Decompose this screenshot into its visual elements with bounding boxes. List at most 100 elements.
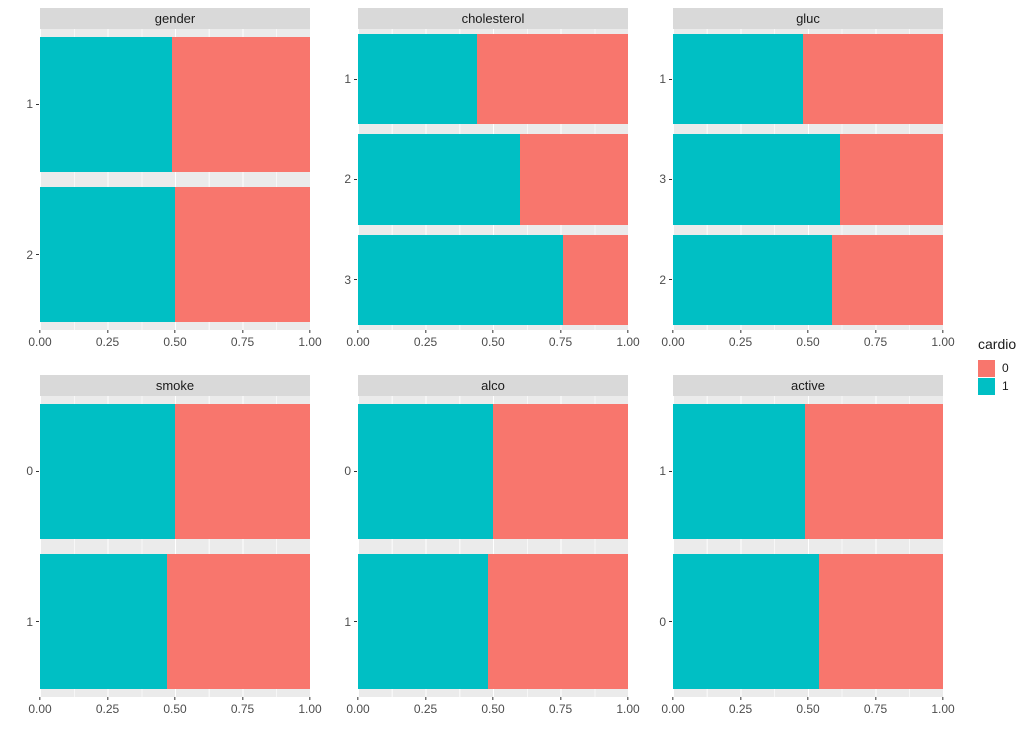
- x-tick-mark: [739, 697, 741, 700]
- y-axis-label: 2: [659, 230, 673, 330]
- x-tick: 0.75: [864, 330, 887, 349]
- x-tick-mark: [241, 330, 243, 333]
- y-tick-label: 1: [26, 614, 33, 629]
- facet-smoke: smoke 0 1 0.00 0.25 0.50 0: [0, 375, 322, 721]
- x-tick: 1.00: [931, 697, 955, 716]
- x-axis: 0.00 0.25 0.50 0.75 1.00: [28, 330, 322, 354]
- x-tick-mark: [672, 330, 674, 333]
- x-tick-mark: [559, 697, 561, 700]
- y-tick-mark: [354, 621, 357, 623]
- plot-panel: 1 2: [26, 29, 310, 331]
- bar-segment-cardio-1: [40, 36, 173, 172]
- bar-segment-cardio-1: [358, 134, 520, 225]
- bar-row: 0: [26, 396, 310, 547]
- bar-segment-cardio-0: [520, 134, 628, 225]
- stacked-bar: [358, 554, 628, 690]
- y-tick-mark: [354, 470, 357, 472]
- x-axis: 0.00 0.25 0.50 0.75 1.00: [661, 697, 955, 721]
- bar-row: 2: [26, 180, 310, 331]
- bar-row: 2: [344, 129, 628, 229]
- y-axis-label: 1: [659, 29, 673, 129]
- legend-item: 1: [978, 377, 1016, 395]
- y-tick-label: 1: [659, 72, 666, 87]
- legend-label: 1: [1002, 379, 1009, 393]
- x-tick-label: 0.00: [28, 335, 52, 349]
- x-tick-mark: [174, 330, 176, 333]
- x-tick-label: 1.00: [931, 702, 955, 716]
- x-tick: 1.00: [298, 330, 322, 349]
- y-tick-label: 3: [344, 272, 351, 287]
- bar-segment-cardio-1: [673, 134, 841, 225]
- y-tick-label: 1: [344, 72, 351, 87]
- bar-row: 1: [344, 29, 628, 129]
- facet-gluc: gluc 1 3 2: [633, 8, 955, 354]
- x-tick-label: 0.00: [28, 702, 52, 716]
- bar-row: 0: [344, 396, 628, 547]
- bar-row: 3: [659, 129, 943, 229]
- y-axis-label: 1: [26, 547, 40, 698]
- x-axis: 0.00 0.25 0.50 0.75 1.00: [346, 697, 640, 721]
- y-axis-label: 1: [344, 29, 358, 129]
- x-tick-label: 1.00: [931, 335, 955, 349]
- x-tick-mark: [807, 697, 809, 700]
- x-tick: 0.75: [549, 330, 572, 349]
- legend-swatch-cardio-1: [978, 377, 995, 395]
- bar-segment-cardio-0: [166, 554, 310, 690]
- x-tick: 0.00: [661, 330, 685, 349]
- legend-item: 0: [978, 359, 1016, 377]
- bar-segment-cardio-0: [840, 134, 943, 225]
- x-tick-label: 0.75: [863, 702, 888, 716]
- x-tick-mark: [106, 330, 108, 333]
- x-axis: 0.00 0.25 0.50 0.75 1.00: [346, 330, 640, 354]
- legend-label: 0: [1002, 361, 1009, 375]
- x-tick: 1.00: [616, 330, 640, 349]
- bar-segment-cardio-0: [175, 187, 310, 323]
- x-tick: 0.00: [346, 330, 370, 349]
- x-tick-label: 0.00: [661, 702, 685, 716]
- x-tick: 0.75: [231, 697, 254, 716]
- x-tick-label: 0.50: [481, 702, 505, 716]
- x-tick-mark: [807, 330, 809, 333]
- bar-row: 3: [344, 230, 628, 330]
- x-tick: 0.25: [414, 330, 437, 349]
- stacked-bar: [673, 134, 943, 225]
- x-tick-mark: [627, 330, 629, 333]
- facet-strip: alco: [358, 375, 628, 396]
- bar-segment-cardio-0: [175, 403, 310, 539]
- stacked-bar: [358, 34, 628, 125]
- y-tick-mark: [669, 621, 672, 623]
- y-axis-label: 0: [659, 547, 673, 698]
- x-tick: 1.00: [616, 697, 640, 716]
- x-tick-label: 0.00: [661, 335, 685, 349]
- legend-title: cardio: [978, 336, 1017, 352]
- x-tick: 0.75: [231, 330, 254, 349]
- x-tick-mark: [627, 697, 629, 700]
- x-tick: 1.00: [931, 330, 955, 349]
- bar-segment-cardio-1: [673, 234, 833, 325]
- y-tick-label: 1: [344, 614, 351, 629]
- x-tick: 0.00: [28, 330, 52, 349]
- x-tick-label: 0.25: [728, 702, 753, 716]
- stacked-bar: [358, 403, 628, 539]
- bar-segment-cardio-1: [358, 554, 488, 690]
- y-tick-mark: [669, 279, 672, 281]
- stacked-bar: [673, 234, 943, 325]
- x-tick: 0.50: [163, 697, 187, 716]
- x-tick-mark: [492, 697, 494, 700]
- plot-panel: 0 1: [344, 396, 628, 697]
- x-tick: 0.75: [864, 697, 887, 716]
- x-tick-mark: [309, 330, 311, 333]
- bar-segment-cardio-1: [673, 554, 819, 690]
- x-tick-mark: [739, 330, 741, 333]
- stacked-bar: [358, 234, 628, 325]
- bar-row: 1: [26, 29, 310, 180]
- stacked-bar: [40, 187, 310, 323]
- x-tick-label: 0.25: [728, 335, 753, 349]
- facet-strip: smoke: [40, 375, 310, 396]
- bar-segment-cardio-0: [802, 34, 943, 125]
- bar-segment-cardio-0: [487, 554, 628, 690]
- plot-panel: 1 3 2: [659, 29, 943, 330]
- x-axis: 0.00 0.25 0.50 0.75 1.00: [661, 330, 955, 354]
- x-tick-mark: [424, 330, 426, 333]
